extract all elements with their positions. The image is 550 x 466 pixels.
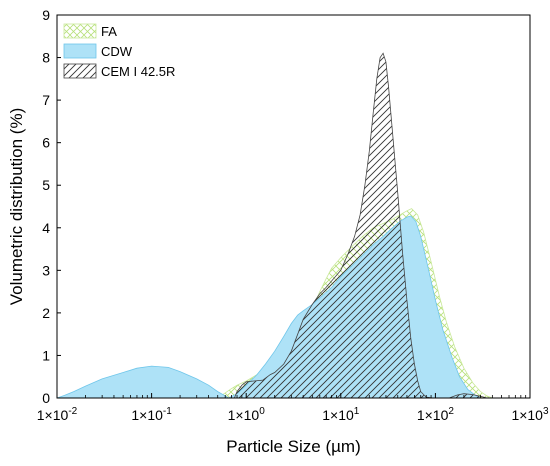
legend-label-cdw: CDW bbox=[101, 44, 133, 59]
y-tick-label: 5 bbox=[42, 177, 50, 193]
legend-label-cem-i-42-5r: CEM I 42.5R bbox=[101, 64, 175, 79]
y-tick-label: 9 bbox=[42, 7, 50, 23]
y-tick-label: 2 bbox=[42, 305, 50, 321]
y-tick-label: 8 bbox=[42, 50, 50, 66]
legend-swatch-cdw bbox=[63, 43, 97, 59]
y-tick-label: 0 bbox=[42, 390, 50, 406]
y-tick-label: 3 bbox=[42, 262, 50, 278]
y-tick-label: 7 bbox=[42, 92, 50, 108]
y-axis-title: Volumetric distribution (%) bbox=[7, 108, 26, 305]
x-axis-title: Particle Size (µm) bbox=[226, 437, 360, 456]
y-tick-label: 4 bbox=[42, 220, 50, 236]
plot-frame bbox=[56, 14, 531, 399]
series-layer bbox=[57, 52, 493, 398]
series-area-cdw bbox=[57, 215, 481, 398]
y-tick-label: 1 bbox=[42, 347, 50, 363]
x-tick-label: 1×10-1 bbox=[131, 406, 172, 423]
x-tick-label: 1×10-2 bbox=[37, 406, 78, 423]
legend: FA CDW CEM I 42.5R bbox=[63, 23, 175, 79]
x-tick-label: 1×103 bbox=[511, 406, 549, 423]
y-tick-label: 6 bbox=[42, 135, 50, 151]
x-tick-label: 1×100 bbox=[228, 406, 266, 423]
y-axis: 0 1 2 3 4 5 6 7 8 9 bbox=[42, 7, 61, 406]
legend-swatch-cem-i-42-5r bbox=[63, 63, 97, 79]
legend-label-fa: FA bbox=[101, 24, 117, 39]
x-tick-label: 1×101 bbox=[322, 406, 360, 423]
x-axis: 1×10-2 1×10-1 1×100 1×101 1×102 1×103 bbox=[37, 393, 549, 423]
x-tick-label: 1×102 bbox=[417, 406, 455, 423]
legend-swatch-fa bbox=[63, 23, 97, 39]
